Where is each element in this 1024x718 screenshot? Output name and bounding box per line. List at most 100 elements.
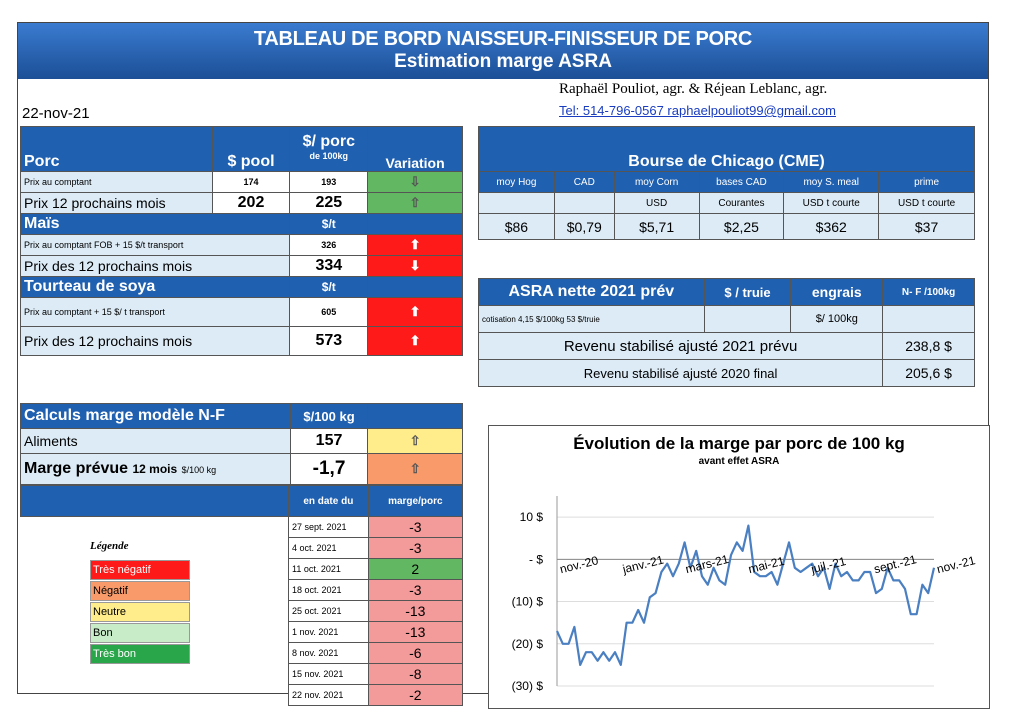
asra-truie-cell xyxy=(703,305,792,333)
mais-12m-value: 334 xyxy=(289,255,369,277)
y-tick-label: (20) $ xyxy=(512,637,544,651)
legend-title: Légende xyxy=(90,540,129,552)
soya-spot-label: Prix au comptant + 15 $/ t transport xyxy=(19,297,291,327)
cme-cell: $362 xyxy=(783,213,880,240)
cme-title: Bourse de Chicago (CME) xyxy=(478,126,975,172)
rev2021-label: Revenu stabilisé ajusté 2021 prévu xyxy=(477,332,884,360)
authors: Raphaël Pouliot, agr. & Réjean Leblanc, … xyxy=(559,81,828,97)
history-value: -13 xyxy=(367,621,464,643)
mais-12m-label: Prix des 12 prochains mois xyxy=(19,255,291,277)
cme-cell: USD t courte xyxy=(783,192,880,214)
variation-header: Variation xyxy=(367,126,463,172)
history-date: 4 oct. 2021 xyxy=(288,537,369,559)
legend-item: Négatif xyxy=(90,581,190,601)
asra-cotisation: cotisation 4,15 $/100kg 53 $/truie xyxy=(478,305,705,333)
porc-price-header: $/ porc de 100kg xyxy=(289,126,369,172)
history-value: 2 xyxy=(367,558,464,580)
cme-cell: $86 xyxy=(478,213,555,240)
report-date: 22-nov-21 xyxy=(22,105,90,122)
margin-chart: Évolution de la marge par porc de 100 kg… xyxy=(488,425,990,709)
page-subtitle: Estimation marge ASRA xyxy=(394,51,612,72)
soya-header: Tourteau de soya xyxy=(19,276,291,298)
history-value: -6 xyxy=(367,642,464,664)
contact-link[interactable]: Tel: 514-796-0567 raphaelpouliot99@gmail… xyxy=(559,103,836,118)
cme-cell: bases CAD xyxy=(698,171,785,193)
porc-spot-pool: 174 xyxy=(211,171,291,193)
cme-cell: USD xyxy=(613,192,700,214)
arrow-down-icon: ⬇ xyxy=(409,258,421,273)
cme-cell: $5,71 xyxy=(613,213,700,240)
history-value: -3 xyxy=(367,537,464,559)
history-value: -3 xyxy=(367,516,464,538)
soya-variation-header xyxy=(367,276,463,298)
rev2020-label: Revenu stabilisé ajusté 2020 final xyxy=(477,359,884,387)
history-date: 18 oct. 2021 xyxy=(288,579,369,601)
legend-item: Très bon xyxy=(90,644,190,664)
mais-spot-label: Prix au comptant FOB + 15 $/t transport xyxy=(19,234,291,256)
history-date: 8 nov. 2021 xyxy=(288,642,369,664)
asra-engrais-unit: $/ 100kg xyxy=(790,305,884,333)
soya-12m-label: Prix des 12 prochains mois xyxy=(19,326,291,356)
arrow-up-icon: ⬆ xyxy=(409,304,421,319)
mais-unit: $/t xyxy=(289,213,369,235)
asra-truie-header: $ / truie xyxy=(703,278,792,306)
dashboard-frame: TABLEAU DE BORD NAISSEUR-FINISSEUR DE PO… xyxy=(17,22,990,709)
marge-sub: 12 mois xyxy=(132,462,178,476)
history-band xyxy=(20,485,290,517)
arrow-up-icon: ⬆ xyxy=(409,333,421,348)
porc-header: Porc xyxy=(20,126,213,172)
history-value-header: marge/porc xyxy=(367,485,464,517)
legend-item: Neutre xyxy=(90,602,190,622)
history-date-header: en date du xyxy=(288,485,369,517)
soya-12m-variation: ⬆ xyxy=(367,326,463,356)
arrow-down-icon: ⇩ xyxy=(409,174,421,189)
history-date: 22 nov. 2021 xyxy=(288,684,369,706)
rev2021-value: 238,8 $ xyxy=(882,332,975,360)
cme-cell: moy S. meal xyxy=(783,171,880,193)
chart-subtitle: avant effet ASRA xyxy=(698,456,780,467)
history-value: -2 xyxy=(367,684,464,706)
cme-table: Bourse de Chicago (CME) moy Hog CAD moy Co… xyxy=(478,126,975,240)
x-tick-label: juil.-21 xyxy=(809,554,848,576)
porc-12m-pool: 202 xyxy=(211,192,291,214)
arrow-up-icon: ⇧ xyxy=(409,433,421,448)
legend-item: Très négatif xyxy=(90,560,190,580)
history-row: 25 oct. 2021 -13 xyxy=(288,600,464,622)
cme-cell: $2,25 xyxy=(698,213,785,240)
legend: Très négatif Négatif Neutre Bon Très bon xyxy=(90,560,190,665)
arrow-up-icon: ⇧ xyxy=(409,195,421,210)
x-tick-label: janv.-21 xyxy=(620,552,665,576)
calculs-unit: $/100 kg xyxy=(289,403,369,429)
porc-price-header-unit: de 100kg xyxy=(309,151,349,161)
x-tick-label: nov.-21 xyxy=(935,553,977,576)
cme-cell: Courantes xyxy=(698,192,785,214)
porc-spot-variation: ⇩ xyxy=(367,171,463,193)
porc-table: Porc $ pool $/ porc de 100kg Variation P… xyxy=(19,126,463,356)
chart-plot: 10 $ - $ (10) $ (20) $ (30) $ nov.-20 janv.-21… xyxy=(512,496,977,693)
x-tick-label: sept.-21 xyxy=(873,552,919,576)
history-value: -3 xyxy=(367,579,464,601)
history-row: 1 nov. 2021 -13 xyxy=(288,621,464,643)
asra-title: ASRA nette 2021 prév xyxy=(478,278,705,306)
cme-cell: moy Hog xyxy=(478,171,555,193)
marge-value: -1,7 xyxy=(289,453,369,485)
cme-cell: moy Corn xyxy=(613,171,700,193)
aliments-label: Aliments xyxy=(20,428,291,454)
cme-cell xyxy=(553,192,615,214)
history-date: 27 sept. 2021 xyxy=(288,516,369,538)
history-date: 15 nov. 2021 xyxy=(288,663,369,685)
arrow-up-icon: ⬆ xyxy=(409,237,421,252)
history-date: 11 oct. 2021 xyxy=(288,558,369,580)
cme-cell: $0,79 xyxy=(553,213,615,240)
y-tick-label: (10) $ xyxy=(512,595,544,609)
history-row: 27 sept. 2021 -3 xyxy=(288,516,464,538)
y-tick-label: - $ xyxy=(529,552,543,566)
history-row: 11 oct. 2021 2 xyxy=(288,558,464,580)
y-tick-label: 10 $ xyxy=(520,510,544,524)
legend-item: Bon xyxy=(90,623,190,643)
asra-nf-cell xyxy=(882,305,975,333)
mais-spot-variation: ⬆ xyxy=(367,234,463,256)
pool-header: $ pool xyxy=(211,126,291,172)
history-row: 22 nov. 2021 -2 xyxy=(288,684,464,706)
asra-engrais-header: engrais xyxy=(790,278,884,306)
